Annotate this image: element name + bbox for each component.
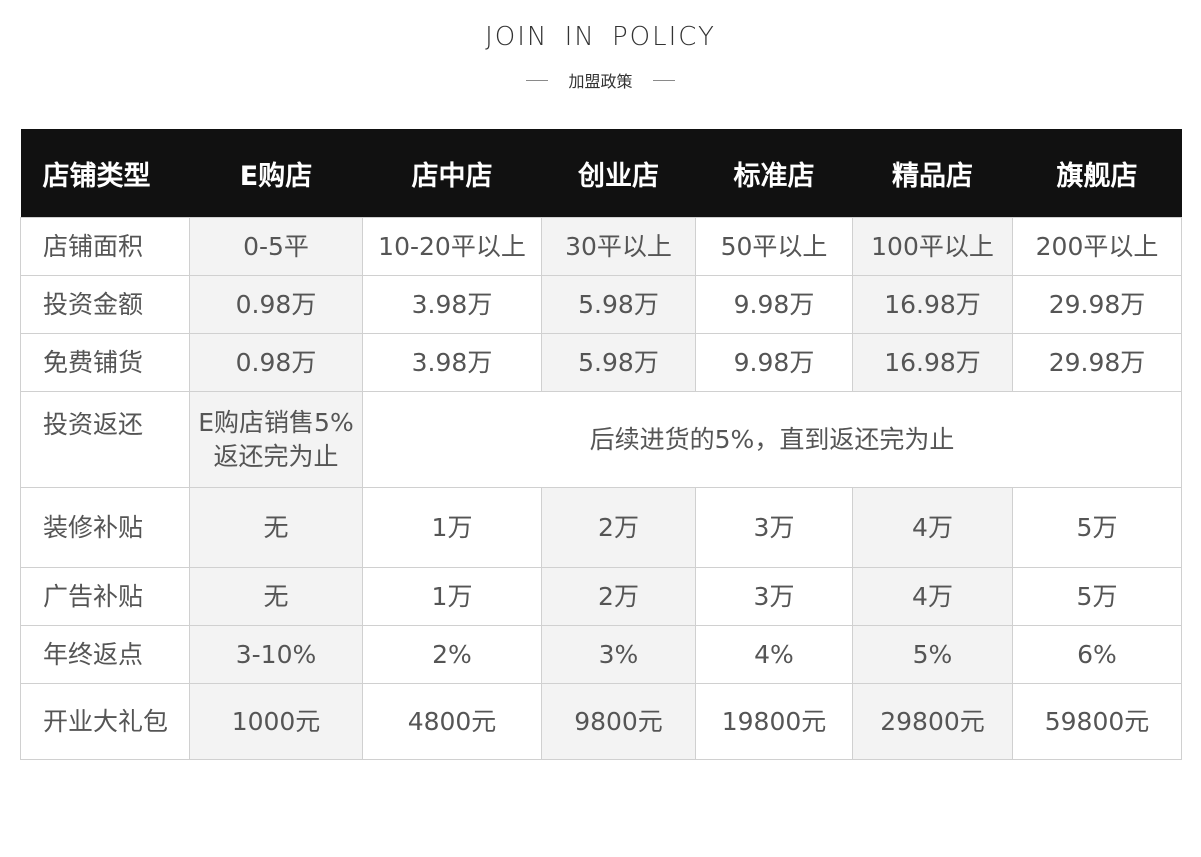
table-cell: 1000元 — [189, 683, 363, 760]
page-subtitle-group: 加盟政策 — [0, 66, 1201, 94]
table-cell: 3.98万 — [362, 275, 542, 334]
row-label: 店铺面积 — [20, 217, 190, 276]
table-cell: 9800元 — [541, 683, 696, 760]
table-row: 店铺面积 0-5平 10-20平以上 30平以上 50平以上 100平以上 20… — [20, 217, 1182, 276]
table-cell: 4万 — [852, 487, 1013, 568]
table-cell: 1万 — [362, 487, 542, 568]
left-divider — [526, 79, 549, 81]
table-cell: 4% — [695, 625, 853, 684]
table-row: 广告补贴 无 1万 2万 3万 4万 5万 — [20, 567, 1182, 626]
table-cell: 0.98万 — [189, 333, 363, 392]
table-cell: 5% — [852, 625, 1013, 684]
row-label: 投资返还 — [20, 391, 190, 488]
table-cell: 无 — [189, 567, 363, 626]
table-cell: 3-10% — [189, 625, 363, 684]
column-header-startup-store: 创业店 — [541, 129, 696, 218]
table-cell: 29.98万 — [1012, 333, 1182, 392]
table-cell: 19800元 — [695, 683, 853, 760]
policy-table: 店铺类型 E购店 店中店 创业店 标准店 精品店 旗舰店 店铺面积 0-5平 1… — [20, 129, 1182, 760]
column-header-flagship-store: 旗舰店 — [1012, 129, 1182, 218]
table-cell: 无 — [189, 487, 363, 568]
table-row: 免费铺货 0.98万 3.98万 5.98万 9.98万 16.98万 29.9… — [20, 333, 1182, 392]
table-cell: 3万 — [695, 567, 853, 626]
table-cell: 2万 — [541, 487, 696, 568]
table-cell: 5.98万 — [541, 275, 696, 334]
table-cell: 9.98万 — [695, 333, 853, 392]
table-row: 开业大礼包 1000元 4800元 9800元 19800元 29800元 59… — [20, 683, 1182, 760]
page-title: JOIN IN POLICY — [485, 22, 716, 52]
table-cell-merged: 后续进货的5%，直到返还完为止 — [362, 391, 1182, 488]
table-cell: 4800元 — [362, 683, 542, 760]
table-cell: 4万 — [852, 567, 1013, 626]
row-label: 广告补贴 — [20, 567, 190, 626]
table-cell: 100平以上 — [852, 217, 1013, 276]
column-header-e-store: E购店 — [189, 129, 363, 218]
table-row: 投资返还 E购店销售5% 返还完为止 后续进货的5%，直到返还完为止 — [20, 391, 1182, 488]
table-cell: 29800元 — [852, 683, 1013, 760]
table-header-row: 店铺类型 E购店 店中店 创业店 标准店 精品店 旗舰店 — [20, 129, 1182, 218]
table-cell: 59800元 — [1012, 683, 1182, 760]
column-header-store-in-store: 店中店 — [362, 129, 542, 218]
cell-line: 返还完为止 — [213, 441, 339, 471]
column-header-store-type: 店铺类型 — [20, 129, 190, 218]
table-cell: 200平以上 — [1012, 217, 1182, 276]
table-cell: 5.98万 — [541, 333, 696, 392]
table-cell: 5万 — [1012, 567, 1182, 626]
table-cell: E购店销售5% 返还完为止 — [189, 391, 363, 488]
table-row: 投资金额 0.98万 3.98万 5.98万 9.98万 16.98万 29.9… — [20, 275, 1182, 334]
table-cell: 3.98万 — [362, 333, 542, 392]
row-label: 装修补贴 — [20, 487, 190, 568]
table-row: 年终返点 3-10% 2% 3% 4% 5% 6% — [20, 625, 1182, 684]
table-cell: 30平以上 — [541, 217, 696, 276]
table-cell: 1万 — [362, 567, 542, 626]
table-row: 装修补贴 无 1万 2万 3万 4万 5万 — [20, 487, 1182, 568]
row-label: 投资金额 — [20, 275, 190, 334]
row-label: 开业大礼包 — [20, 683, 190, 760]
table-cell: 10-20平以上 — [362, 217, 542, 276]
table-cell: 3% — [541, 625, 696, 684]
table-cell: 5万 — [1012, 487, 1182, 568]
page-subtitle: 加盟政策 — [568, 72, 633, 91]
table-cell: 6% — [1012, 625, 1182, 684]
column-header-standard-store: 标准店 — [695, 129, 853, 218]
table-cell: 50平以上 — [695, 217, 853, 276]
table-cell: 0-5平 — [189, 217, 363, 276]
right-divider — [652, 79, 675, 81]
row-label: 年终返点 — [20, 625, 190, 684]
table-cell: 29.98万 — [1012, 275, 1182, 334]
cell-line: E购店销售5% — [198, 407, 354, 437]
table-cell: 9.98万 — [695, 275, 853, 334]
column-header-boutique-store: 精品店 — [852, 129, 1013, 218]
table-cell: 3万 — [695, 487, 853, 568]
table-cell: 16.98万 — [852, 275, 1013, 334]
table-cell: 2% — [362, 625, 542, 684]
row-label: 免费铺货 — [20, 333, 190, 392]
table-cell: 0.98万 — [189, 275, 363, 334]
table-cell: 2万 — [541, 567, 696, 626]
table-cell: 16.98万 — [852, 333, 1013, 392]
